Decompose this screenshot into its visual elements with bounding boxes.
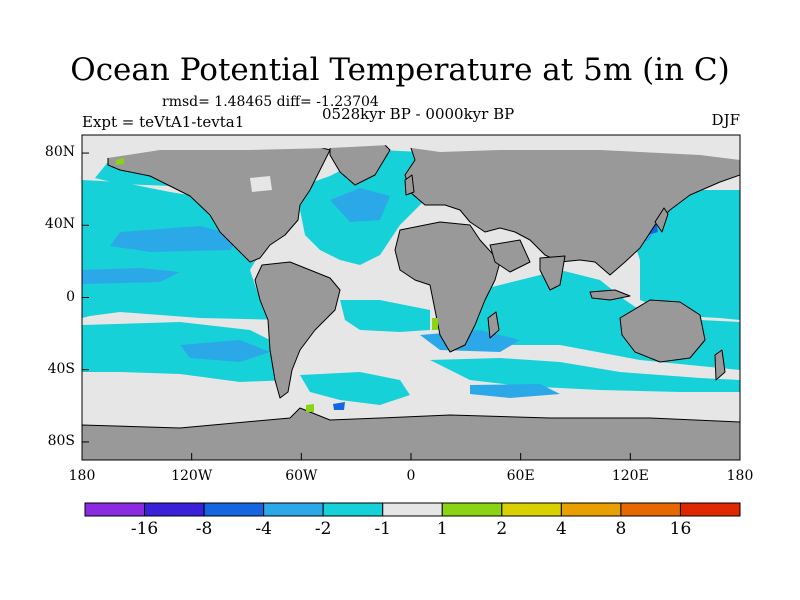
colorbar-swatch — [144, 502, 205, 517]
anomaly-south-indian — [430, 358, 740, 392]
colorbar — [84, 502, 741, 517]
colorbar-swatch — [560, 502, 622, 517]
lat-tick-label: 80N — [44, 144, 75, 161]
stats-text: rmsd= 1.48465 diff= -1.23704 — [162, 94, 379, 110]
colorbar-swatch — [441, 502, 503, 517]
colorbar-label: 8 — [615, 519, 627, 539]
experiment-label: Expt = teVtA1-tevta1 — [82, 113, 245, 131]
lat-tick-label: 0 — [66, 288, 75, 305]
arctic-sea-ice — [82, 135, 740, 192]
colorbar-label: -2 — [314, 519, 332, 539]
land-arabia — [489, 239, 531, 273]
lon-tick-label: 180 — [68, 468, 96, 484]
colorbar-swatch — [263, 502, 324, 517]
anomaly-south-atlantic — [340, 300, 430, 332]
colorbar-label: -4 — [255, 519, 272, 539]
period-label: 0528kyr BP - 0000kyr BP — [322, 105, 515, 123]
colorbar-swatch — [620, 502, 681, 517]
lon-tick-label: 60W — [285, 468, 318, 484]
lon-tick-label: 180 — [726, 468, 754, 484]
land-masses — [82, 139, 740, 460]
colorbar-label: -1 — [374, 519, 391, 539]
season-label: DJF — [711, 111, 740, 129]
land-new-zealand — [714, 349, 726, 381]
colorbar-swatch — [679, 502, 741, 517]
lat-tick-label: 40S — [47, 360, 75, 377]
plot-title: Ocean Potential Temperature at 5m (in C) — [70, 52, 730, 88]
colorbar-label: 2 — [496, 519, 508, 539]
colorbar-swatch — [382, 502, 443, 517]
lon-tick-label: 120E — [611, 468, 649, 484]
colorbar-swatch — [501, 502, 562, 517]
colorbar-swatch — [203, 502, 265, 517]
land-japan — [654, 207, 669, 233]
land-south-america — [254, 261, 341, 399]
land-india — [539, 255, 566, 291]
lon-tick-label: 60E — [506, 468, 535, 484]
anomaly-southern-ocean — [300, 372, 410, 405]
lon-tick-label: 0 — [406, 468, 416, 484]
green-anomaly-spots — [116, 158, 438, 412]
axis-ticks — [81, 152, 741, 460]
colorbar-label: -8 — [195, 519, 213, 539]
colorbar-swatch — [322, 502, 384, 517]
colorbar-label: 16 — [669, 519, 692, 539]
lat-tick-label: 80S — [47, 432, 75, 449]
colorbar-label: 1 — [436, 519, 448, 539]
colorbar-swatch — [84, 502, 146, 517]
land-australia — [619, 299, 706, 363]
land-madagascar — [487, 311, 500, 339]
land-indonesia — [589, 289, 631, 301]
land-uk — [404, 174, 415, 196]
land-antarctica — [82, 407, 740, 460]
land-africa — [394, 221, 501, 353]
colorbar-label: 4 — [555, 519, 567, 539]
colorbar-label: -16 — [130, 519, 159, 539]
lon-tick-label: 120W — [171, 468, 213, 484]
lat-tick-label: 40N — [44, 216, 75, 233]
